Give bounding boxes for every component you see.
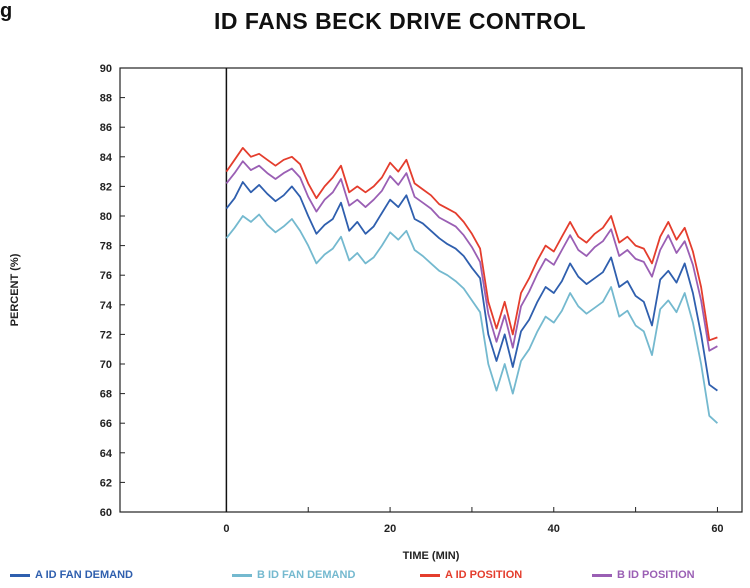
y-tick-label: 66 xyxy=(100,418,112,430)
legend-item: A ID POSITION xyxy=(420,569,522,581)
legend-item: B ID POSITION xyxy=(592,569,695,581)
legend-swatch xyxy=(592,573,612,577)
y-tick-label: 70 xyxy=(100,359,112,371)
x-tick-label: 60 xyxy=(711,523,723,535)
series-line-2 xyxy=(225,213,719,424)
series-layer xyxy=(225,146,719,424)
y-tick-label: 84 xyxy=(100,152,113,164)
figure-label: g xyxy=(0,0,13,22)
legend-label: B ID POSITION xyxy=(617,569,695,581)
series-line-1 xyxy=(225,181,718,392)
axes: 60 62 64 66 68 70 72 74 76 78 80 82 84 86 88 90 0 20 40 60 T… xyxy=(9,63,743,562)
y-tick-label: 60 xyxy=(100,507,112,519)
y-tick-label: 90 xyxy=(100,63,112,75)
y-axis-title: PERCENT (%) xyxy=(9,253,21,326)
legend-swatch xyxy=(10,573,30,577)
y-tick-label: 88 xyxy=(100,93,112,105)
legend-item: B ID FAN DEMAND xyxy=(232,569,355,581)
y-tick-label: 64 xyxy=(100,448,113,460)
y-tick-label: 86 xyxy=(100,122,112,134)
y-tick-label: 74 xyxy=(100,300,113,312)
x-tick-label: 20 xyxy=(384,523,396,535)
x-tick-label: 0 xyxy=(223,523,229,535)
y-tick-label: 82 xyxy=(100,181,112,193)
legend-label: B ID FAN DEMAND xyxy=(257,569,356,581)
legend-swatch xyxy=(420,573,440,577)
x-axis-title: TIME (MIN) xyxy=(403,550,460,562)
line-chart: 60 62 64 66 68 70 72 74 76 78 80 82 84 86 88 90 0 20 40 60 T… xyxy=(9,63,743,562)
series-line-3 xyxy=(225,146,718,342)
legend-item: A ID FAN DEMAND xyxy=(10,569,133,581)
x-tick-label: 40 xyxy=(548,523,560,535)
legend-label: A ID FAN DEMAND xyxy=(35,569,133,581)
chart-title: ID FANS BECK DRIVE CONTROL xyxy=(213,8,587,34)
legend: A ID FAN DEMAND B ID FAN DEMAND A ID POSIT… xyxy=(0,569,750,587)
y-tick-label: 72 xyxy=(100,329,112,341)
y-tick-label: 62 xyxy=(100,477,112,489)
legend-label: A ID POSITION xyxy=(445,569,523,581)
y-tick-label: 80 xyxy=(100,211,112,223)
series-line-4 xyxy=(225,160,718,352)
y-tick-label: 76 xyxy=(100,270,112,282)
plot-frame xyxy=(119,67,743,513)
y-tick-label: 68 xyxy=(100,389,112,401)
legend-swatch xyxy=(232,573,252,577)
y-tick-label: 78 xyxy=(100,241,112,253)
